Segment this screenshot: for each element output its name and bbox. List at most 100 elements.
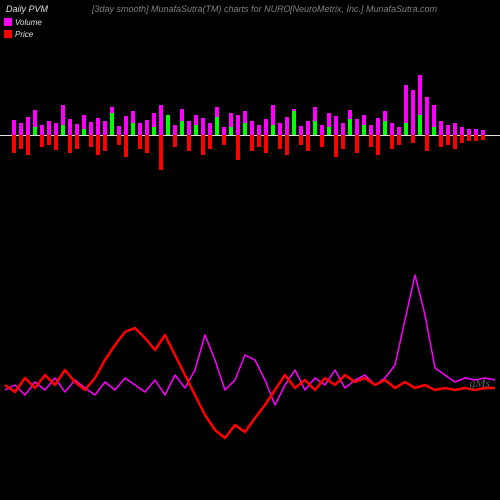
price-bar [425,135,429,151]
price-bar [89,135,93,147]
vol-bar [446,125,450,135]
price-bar [40,135,44,147]
price-bar [75,135,79,149]
price-bar [26,135,30,155]
vol-bar [89,122,93,135]
vol-bar [257,125,261,135]
price-bar [33,127,37,135]
vol-bar [376,118,380,135]
vol-bar [250,121,254,135]
vol-bar [201,118,205,135]
price-bar [439,135,443,147]
legend: Volume Price [4,16,42,40]
price-bar [327,127,331,135]
price-bar [243,123,247,135]
price-bar [166,115,170,135]
legend-item-volume: Volume [4,16,42,28]
price-bar [355,135,359,153]
price-bar [117,135,121,145]
price-bar [271,125,275,135]
price-bar [131,123,135,135]
vol-bar [12,120,16,135]
vol-bar [208,123,212,135]
vol-bar [47,121,51,135]
price-bar [313,121,317,135]
price-bar [306,135,310,151]
price-bar [418,115,422,135]
price-bar [145,135,149,153]
vol-bar [299,126,303,135]
price-bar [138,135,142,149]
price-bar [229,127,233,135]
vol-bar [75,124,79,135]
vol-bar [222,127,226,135]
vol-bar [341,123,345,135]
vol-bar [117,126,121,135]
price-bar [467,135,471,141]
header: Daily PVM [3day smooth] MunafaSutra(TM) … [0,0,500,40]
price-bar [47,135,51,145]
price-bar [320,135,324,147]
price-bar [180,121,184,135]
price-bar [250,135,254,151]
chart-source: [NeuroMetrix, Inc.] MunafaSutra.com [290,4,437,14]
price-bar [404,123,408,135]
price-bar [124,135,128,157]
vol-bar [453,123,457,135]
vol-bar [355,119,359,135]
price-bar [96,135,100,155]
price-bar [61,125,65,135]
price-bar [19,135,23,149]
price-bar [103,135,107,151]
vol-bar [124,116,128,135]
price-bar [194,125,198,135]
price-bar [264,135,268,153]
vol-bar [96,118,100,135]
vol-bar [390,123,394,135]
price-bar [159,135,163,170]
price-bar [376,135,380,155]
vol-bar [306,121,310,135]
price-bar [236,135,240,160]
vol-bar [159,105,163,135]
legend-label-volume: Volume [15,18,42,27]
price-bar [187,135,191,151]
vol-bar [369,125,373,135]
vol-bar [439,121,443,135]
price-bar [152,127,156,135]
legend-swatch-volume [4,18,12,26]
price-bar [110,113,114,135]
price-bar [201,135,205,155]
price-bar [341,135,345,149]
price-bar [481,135,485,140]
vol-bar [334,116,338,135]
legend-item-price: Price [4,28,42,40]
vol-bar [264,119,268,135]
line-chart [0,260,500,480]
price-bar [278,135,282,149]
vol-bar [26,117,30,135]
price-bar [348,119,352,135]
vol-bar [397,127,401,135]
price-bar [12,135,16,153]
price-bar [453,135,457,149]
price-bar [82,129,86,135]
vol-bar [138,123,142,135]
price-bar [173,135,177,147]
price-bar [446,135,450,145]
vol-bar [19,123,23,135]
line-svg [0,260,500,480]
vol-bar [54,123,58,135]
legend-swatch-price [4,30,12,38]
price-bar [460,135,464,143]
vol-bar [40,125,44,135]
chart-title: Daily PVM [6,4,48,14]
price-bar [383,121,387,135]
vol-bar [320,125,324,135]
vol-bar [187,121,191,135]
price-bar [390,135,394,149]
bar-chart [0,60,500,210]
vol-bar [425,97,429,135]
vol-bar [411,90,415,135]
price-bar [54,135,58,150]
